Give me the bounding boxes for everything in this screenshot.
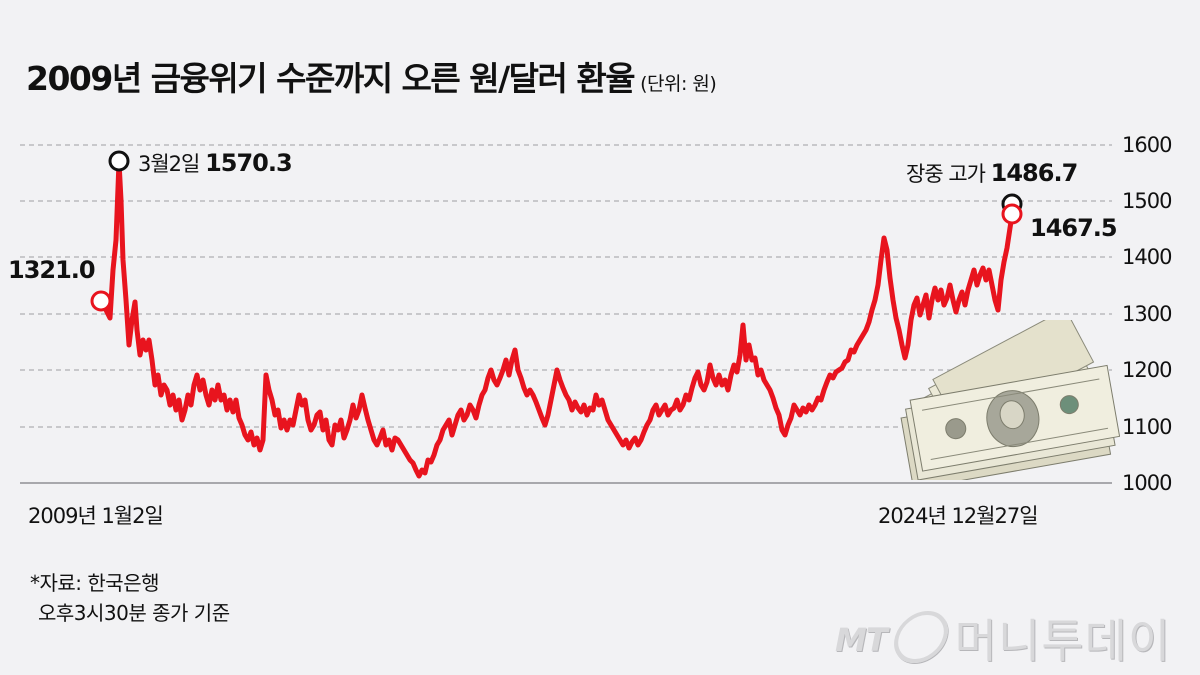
logo-ring-icon bbox=[887, 611, 954, 663]
y-tick-1500: 1500 bbox=[1122, 189, 1172, 213]
chart-title: 2009년 금융위기 수준까지 오른 원/달러 환율 (단위: 원) bbox=[26, 52, 717, 100]
start-value-label: 1321.0 bbox=[8, 256, 96, 284]
peak-date: 3월2일 bbox=[138, 152, 200, 176]
moneytoday-logo: MT 머니투데이 bbox=[835, 605, 1171, 671]
peak-annotation: 3월2일 1570.3 bbox=[138, 148, 293, 178]
y-tick-1200: 1200 bbox=[1122, 358, 1172, 382]
logo-mt: MT bbox=[835, 621, 888, 659]
y-tick-1300: 1300 bbox=[1122, 302, 1172, 326]
exchange-rate-line bbox=[98, 159, 1015, 479]
dollar-bills-icon bbox=[900, 320, 1120, 480]
intraday-high-value: 1486.7 bbox=[990, 159, 1079, 187]
title-text: 2009년 금융위기 수준까지 오른 원/달러 환율 bbox=[26, 59, 636, 98]
intraday-high-annotation: 장중 고가 1486.7 bbox=[906, 158, 1079, 188]
latest-point-marker bbox=[1001, 203, 1023, 225]
y-tick-1600: 1600 bbox=[1122, 133, 1172, 157]
logo-text: 머니투데이 bbox=[954, 614, 1172, 668]
latest-value-label: 1467.5 bbox=[1030, 214, 1118, 242]
x-start-label: 2009년 1월2일 bbox=[28, 504, 164, 528]
source-note: *자료: 한국은행 오후3시30분 종가 기준 bbox=[30, 568, 230, 628]
peak-value: 1570.3 bbox=[205, 149, 293, 177]
unit-label: (단위: 원) bbox=[640, 73, 717, 95]
source-line-2: 오후3시30분 종가 기준 bbox=[38, 601, 230, 625]
y-tick-1100: 1100 bbox=[1122, 415, 1172, 439]
y-tick-1000: 1000 bbox=[1122, 471, 1172, 495]
y-tick-1400: 1400 bbox=[1122, 245, 1172, 269]
source-line-1: *자료: 한국은행 bbox=[30, 571, 159, 595]
intraday-high-label: 장중 고가 bbox=[906, 162, 986, 186]
peak-point-marker bbox=[108, 150, 130, 172]
start-point-marker bbox=[90, 290, 112, 312]
x-end-label: 2024년 12월27일 bbox=[878, 504, 1039, 528]
